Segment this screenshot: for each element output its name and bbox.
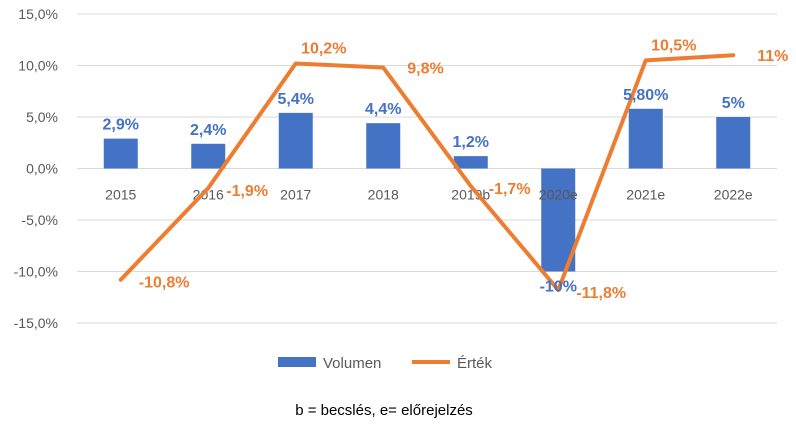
bar-volumen-2015 (103, 138, 138, 169)
volumen-bars (103, 108, 751, 272)
data-label-ertek: -1,7% (489, 181, 531, 198)
legend-swatch-volumen (278, 357, 316, 367)
y-tick-label: 10,0% (18, 58, 58, 74)
y-tick-label: 15,0% (18, 6, 58, 22)
data-label-ertek: 10,2% (301, 40, 346, 57)
bar-volumen-2019b (453, 156, 488, 169)
x-tick-label: 2021e (626, 187, 665, 203)
bar-volumen-2022e (716, 117, 751, 169)
bar-volumen-2018 (366, 123, 401, 169)
y-tick-label: -10,0% (14, 264, 58, 280)
data-label-volumen: 2,4% (190, 122, 226, 139)
data-label-volumen: 5,80% (623, 87, 668, 104)
data-label-volumen: 2,9% (103, 117, 139, 134)
y-tick-label: -15,0% (14, 315, 58, 331)
line-ertek (118, 53, 736, 293)
y-tick-label: 0,0% (26, 161, 58, 177)
x-tick-label: 2017 (280, 187, 311, 203)
x-tick-label: 2015 (105, 187, 136, 203)
x-tick-label: 2020e (539, 187, 578, 203)
data-label-volumen: 1,2% (453, 134, 489, 151)
footnote: b = becslés, e= előrejelzés (295, 402, 473, 419)
data-label-ertek: -11,8% (576, 285, 626, 302)
volumen-data-labels: 2,9% 2,4% 5,4% 4,4% 1,2% -10% 5,80% 5% (103, 87, 745, 296)
data-label-ertek: 11% (757, 48, 788, 65)
legend-label-ertek: Érték (457, 355, 493, 372)
x-tick-label: 2022e (714, 187, 753, 203)
data-label-volumen: 4,4% (365, 101, 401, 118)
data-label-ertek: 10,5% (651, 37, 696, 54)
data-label-ertek: -1,9% (226, 183, 268, 200)
bar-volumen-2016 (191, 143, 226, 169)
bar-volumen-2017 (278, 112, 313, 169)
data-label-volumen: 5,4% (278, 91, 314, 108)
legend-label-volumen: Volumen (323, 355, 381, 372)
data-label-ertek: -10,8% (139, 275, 190, 292)
legend: Volumen Érték (278, 355, 493, 372)
data-label-volumen: 5% (722, 95, 745, 112)
data-label-volumen: -10% (540, 279, 577, 296)
bar-volumen-2021e (628, 108, 663, 169)
y-tick-label: -5,0% (21, 212, 58, 228)
y-axis-ticks: 15,0% 10,0% 5,0% 0,0% -5,0% -10,0% -15,0% (14, 6, 58, 331)
y-tick-label: 5,0% (26, 109, 58, 125)
bar-volumen-2020e (541, 168, 576, 272)
ertek-data-labels: -10,8% -1,9% 10,2% 9,8% -1,7% -11,8% 10,5% 11% (139, 37, 789, 302)
x-tick-label: 2018 (368, 187, 399, 203)
ertek-line-series (118, 53, 736, 293)
data-label-ertek: 9,8% (407, 61, 443, 78)
